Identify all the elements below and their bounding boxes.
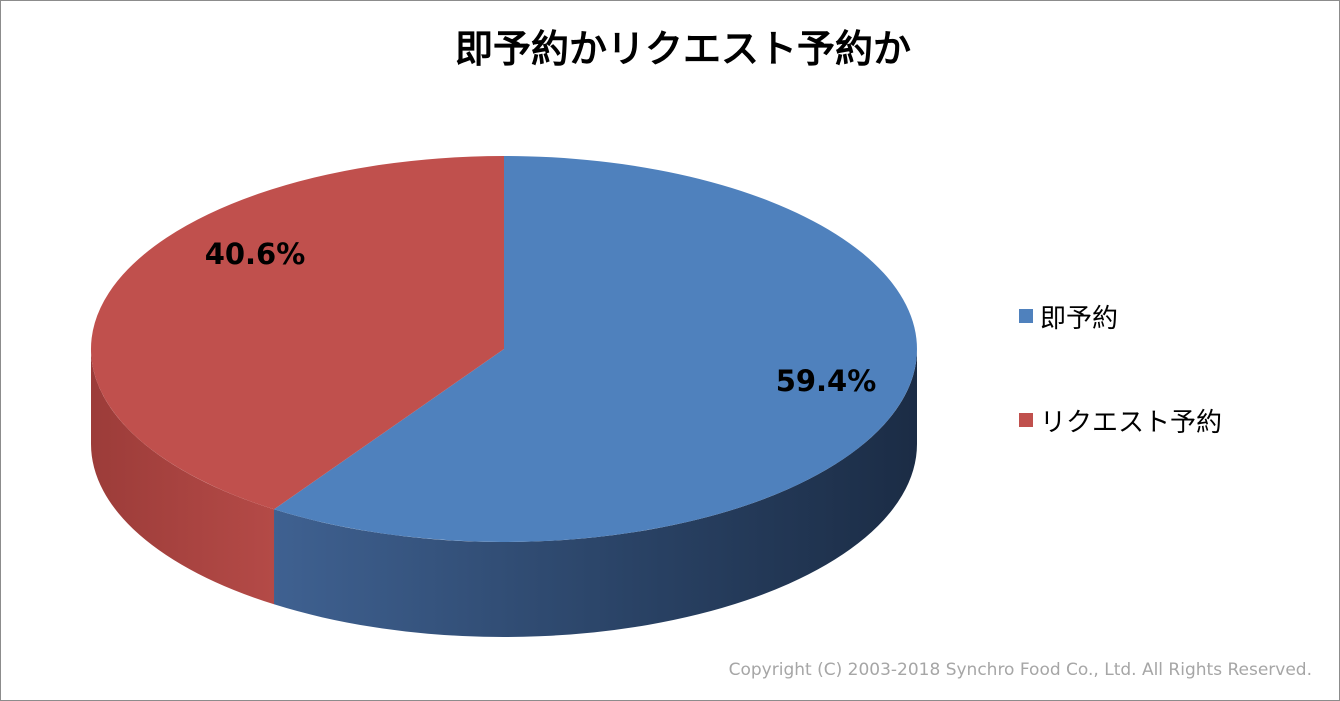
copyright-notice: Copyright (C) 2003-2018 Synchro Food Co.… [729, 660, 1312, 680]
legend-label-sokuyoyaku: 即予約 [1040, 304, 1118, 334]
pie-sides [90, 349, 917, 638]
legend-label-request: リクエスト予約 [1040, 408, 1222, 438]
pie-slice-request [90, 155, 504, 510]
legend: 即予約 リクエスト予約 [1019, 304, 1222, 438]
pie-side-request [90, 349, 275, 605]
pie-tops [90, 155, 917, 542]
chart-title: 即予約かリクエスト予約か [455, 27, 911, 71]
legend-swatch-sokuyoyaku [1019, 309, 1033, 323]
pie-side-sokuyoyaku [274, 349, 917, 638]
pie-slice-sokuyoyaku [274, 156, 917, 542]
data-label-sokuyoyaku: 59.4% [776, 364, 877, 398]
legend-swatch-request [1019, 413, 1033, 427]
data-label-request: 40.6% [205, 237, 306, 271]
